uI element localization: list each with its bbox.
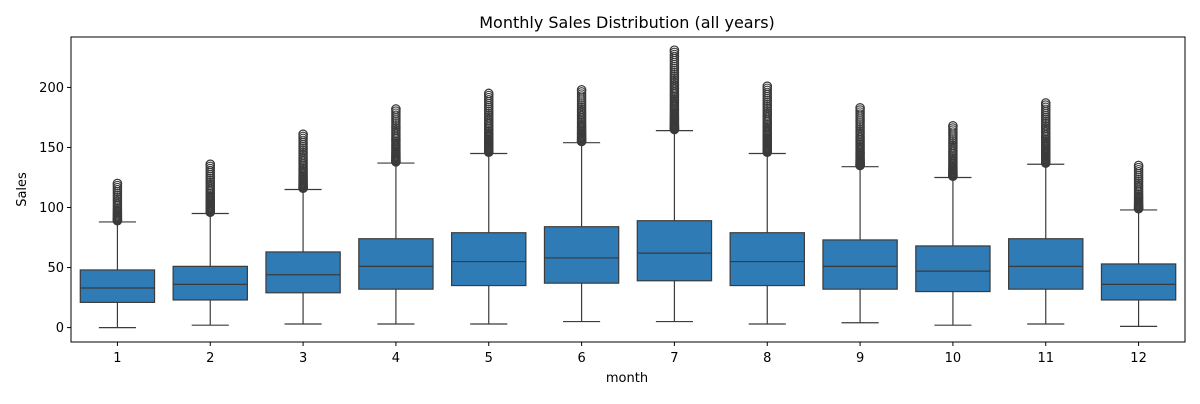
outliers [205, 159, 216, 218]
y-tick-label: 50 [47, 261, 64, 276]
axes-frame [70, 36, 1186, 343]
x-tick-label: 11 [1037, 351, 1054, 366]
iqr-box [729, 232, 805, 287]
outliers [298, 129, 308, 194]
box-group-month-4 [358, 104, 434, 325]
outlier-point [391, 104, 401, 114]
x-tick-label: 7 [670, 351, 678, 366]
outlier-point [948, 121, 958, 131]
chart-title: Monthly Sales Distribution (all years) [479, 13, 775, 32]
y-tick-label: 150 [39, 141, 64, 156]
iqr-box [1100, 263, 1177, 301]
box-group-month-10 [915, 121, 991, 326]
x-tick-label: 6 [577, 351, 585, 366]
x-axis-label: month [606, 371, 648, 386]
outlier-point [298, 129, 308, 140]
iqr-box [1008, 238, 1084, 290]
x-tick-label: 8 [763, 351, 771, 366]
outliers [1133, 160, 1144, 214]
outlier-point [855, 103, 865, 113]
x-tick-label: 12 [1130, 351, 1147, 366]
outliers [483, 88, 494, 158]
outlier-point [669, 45, 680, 55]
outliers [391, 104, 401, 167]
box-group-month-2 [172, 159, 248, 326]
box-group-month-8 [729, 81, 805, 325]
outlier-point [762, 81, 772, 91]
box-group-month-11 [1008, 98, 1084, 325]
y-tick-label: 200 [39, 81, 64, 96]
x-tick-label: 3 [299, 351, 307, 366]
outliers [855, 103, 865, 171]
outliers [112, 178, 123, 226]
outlier-point [205, 159, 216, 170]
iqr-box [451, 232, 527, 287]
outlier-point [1133, 160, 1144, 171]
y-tick-label: 0 [56, 321, 64, 336]
iqr-box [172, 265, 248, 301]
x-tick-label: 1 [113, 351, 121, 366]
outliers [762, 81, 772, 158]
y-axis-label: Sales [15, 172, 30, 207]
box-group-month-5 [451, 88, 527, 325]
box-group-month-7 [636, 45, 713, 323]
outliers [576, 85, 587, 147]
iqr-box [265, 251, 341, 294]
box-group-month-9 [822, 103, 898, 324]
outliers [948, 121, 958, 182]
outliers [669, 45, 680, 135]
iqr-box [543, 226, 620, 284]
box-group-month-6 [543, 85, 620, 323]
outliers [1041, 98, 1051, 168]
box-group-month-12 [1100, 160, 1177, 327]
x-tick-label: 2 [206, 351, 214, 366]
iqr-box [636, 220, 713, 282]
box-group-month-1 [79, 178, 156, 329]
x-tick-label: 5 [485, 351, 493, 366]
outlier-point [1041, 98, 1051, 108]
outlier-point [576, 85, 587, 95]
plot-area [79, 45, 1177, 329]
iqr-box [358, 238, 434, 290]
iqr-box [915, 245, 991, 293]
x-tick-label: 10 [945, 351, 962, 366]
x-tick-label: 4 [392, 351, 400, 366]
outlier-point [112, 178, 123, 189]
box-group-month-3 [265, 129, 341, 325]
iqr-box [822, 239, 898, 290]
y-tick-label: 100 [39, 201, 64, 216]
x-tick-label: 9 [856, 351, 864, 366]
iqr-box [79, 269, 156, 303]
outlier-point [483, 88, 494, 99]
